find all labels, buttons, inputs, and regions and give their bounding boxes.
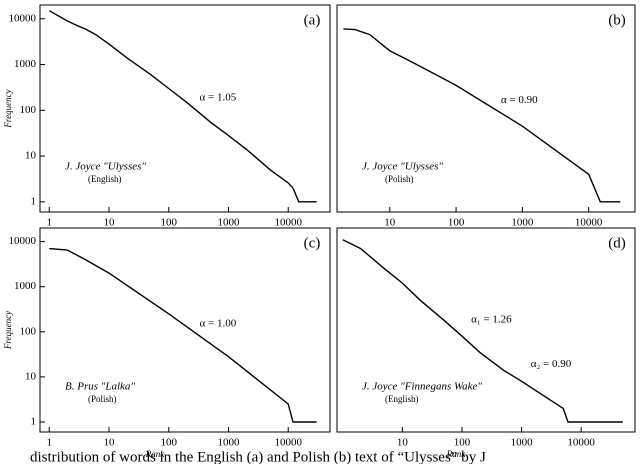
x-tick-label: 100	[160, 437, 177, 449]
x-tick-label: 10	[397, 437, 409, 449]
x-tick-label: 10000	[575, 217, 603, 229]
y-tick-label: 10	[25, 150, 37, 162]
x-axis-label: Rank	[145, 449, 165, 459]
rank-frequency-line	[49, 247, 317, 423]
y-tick-label: 10000	[9, 12, 37, 24]
x-tick-label: 10	[384, 217, 396, 229]
exponent-label: α = 1.00	[200, 317, 237, 329]
source-title: J. Joyce "Ulysses"	[65, 161, 146, 173]
rank-frequency-line	[343, 28, 621, 203]
source-language: (English)	[385, 394, 419, 404]
x-tick-label: 1	[47, 437, 53, 449]
y-tick-label: 10000	[9, 235, 37, 247]
x-tick-label: 1	[47, 217, 53, 229]
y-tick-label: 1	[31, 416, 37, 428]
exponent-label: α = 0.90	[501, 94, 538, 106]
source-language: (Polish)	[385, 174, 414, 184]
y-axis-label: Frequency	[3, 89, 13, 128]
rank-frequency-line	[48, 10, 317, 203]
x-tick-label: 10	[104, 217, 116, 229]
y-axis-label: Frequency	[3, 311, 13, 350]
x-axis-label: Rank	[446, 449, 466, 459]
panel-label: (a)	[304, 12, 321, 28]
plot-frame	[336, 227, 636, 433]
x-tick-label: 10	[104, 437, 116, 449]
x-tick-label: 100	[160, 217, 177, 229]
x-tick-label: 1000	[217, 217, 240, 229]
source-title: J. Joyce "Ulysses"	[362, 161, 443, 173]
source-title: J. Joyce "Finnegans Wake"	[362, 381, 482, 393]
x-tick-label: 10000	[567, 437, 595, 449]
x-tick-label: 10000	[274, 217, 302, 229]
source-language: (English)	[88, 174, 122, 184]
y-tick-label: 100	[20, 104, 37, 116]
plot-frame	[336, 4, 636, 213]
y-tick-label: 1000	[14, 58, 37, 70]
rank-frequency-line	[342, 239, 623, 423]
exponent-label: α = 1.05	[200, 92, 237, 104]
y-tick-label: 1000	[14, 280, 37, 292]
plot-frame	[39, 4, 331, 213]
x-tick-label: 1000	[511, 437, 534, 449]
exponent-label: α₂ = 0.90	[531, 358, 572, 370]
exponent-label: α₁ = 1.26	[471, 313, 512, 325]
y-tick-label: 10	[25, 370, 37, 382]
x-tick-label: 100	[448, 217, 465, 229]
panel-label: (b)	[608, 12, 626, 28]
panel-label: (d)	[608, 235, 626, 251]
y-tick-label: 1	[31, 195, 37, 207]
source-title: B. Prus "Lalka"	[65, 381, 135, 393]
source-language: (Polish)	[88, 394, 117, 404]
caption: distribution of words in the English (a)…	[30, 449, 486, 464]
x-tick-label: 1000	[217, 437, 240, 449]
x-tick-label: 100	[454, 437, 471, 449]
y-tick-label: 100	[20, 325, 37, 337]
x-tick-label: 1000	[511, 217, 534, 229]
x-tick-label: 10000	[274, 437, 302, 449]
plot-frame	[39, 227, 331, 433]
panel-label: (c)	[304, 235, 321, 251]
